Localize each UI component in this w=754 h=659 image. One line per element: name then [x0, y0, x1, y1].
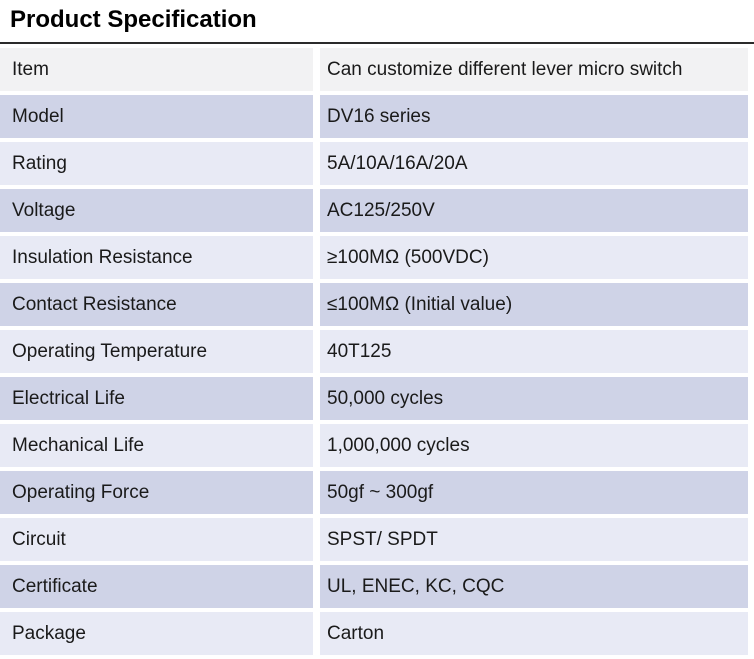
spec-item-cell: Model: [0, 93, 320, 142]
spec-row-operating-force: Operating Force 50gf ~ 300gf: [0, 469, 748, 518]
spec-row-item: Item Can customize different lever micro…: [0, 48, 748, 95]
spec-value-cell: ≤100MΩ (Initial value): [316, 281, 748, 330]
spec-item-cell: Certificate: [0, 563, 320, 612]
spec-value-cell: Can customize different lever micro swit…: [316, 48, 748, 95]
spec-value-cell: 5A/10A/16A/20A: [316, 140, 748, 189]
spec-row-certificate: Certificate UL, ENEC, KC, CQC: [0, 563, 748, 612]
spec-value-cell: SPST/ SPDT: [316, 516, 748, 565]
spec-item-cell: Rating: [0, 140, 320, 189]
spec-item-cell: Electrical Life: [0, 375, 320, 424]
spec-item-cell: Operating Force: [0, 469, 320, 518]
spec-item-cell: Circuit: [0, 516, 320, 565]
spec-table: Item Can customize different lever micro…: [0, 48, 748, 659]
spec-value-cell: AC125/250V: [316, 187, 748, 236]
spec-row-rating: Rating 5A/10A/16A/20A: [0, 140, 748, 189]
page-title: Product Specification: [10, 6, 257, 33]
spec-value-cell: ≥100MΩ (500VDC): [316, 234, 748, 283]
spec-value-cell: 40T125: [316, 328, 748, 377]
spec-row-operating-temperature: Operating Temperature 40T125: [0, 328, 748, 377]
spec-item-cell: Insulation Resistance: [0, 234, 320, 283]
spec-value-cell: 1,000,000 cycles: [316, 422, 748, 471]
spec-row-package: Package Carton: [0, 610, 748, 659]
title-divider: [0, 42, 754, 44]
spec-value-cell: UL, ENEC, KC, CQC: [316, 563, 748, 612]
spec-item-cell: Operating Temperature: [0, 328, 320, 377]
spec-item-cell: Voltage: [0, 187, 320, 236]
spec-item-cell: Mechanical Life: [0, 422, 320, 471]
spec-row-contact-resistance: Contact Resistance ≤100MΩ (Initial value…: [0, 281, 748, 330]
spec-value-cell: 50,000 cycles: [316, 375, 748, 424]
spec-row-voltage: Voltage AC125/250V: [0, 187, 748, 236]
spec-row-insulation-resistance: Insulation Resistance ≥100MΩ (500VDC): [0, 234, 748, 283]
spec-item-cell: Item: [0, 48, 320, 95]
spec-row-model: Model DV16 series: [0, 93, 748, 142]
spec-item-cell: Package: [0, 610, 320, 659]
spec-value-cell: Carton: [316, 610, 748, 659]
spec-row-mechanical-life: Mechanical Life 1,000,000 cycles: [0, 422, 748, 471]
spec-row-electrical-life: Electrical Life 50,000 cycles: [0, 375, 748, 424]
spec-row-circuit: Circuit SPST/ SPDT: [0, 516, 748, 565]
spec-value-cell: DV16 series: [316, 93, 748, 142]
spec-item-cell: Contact Resistance: [0, 281, 320, 330]
spec-value-cell: 50gf ~ 300gf: [316, 469, 748, 518]
